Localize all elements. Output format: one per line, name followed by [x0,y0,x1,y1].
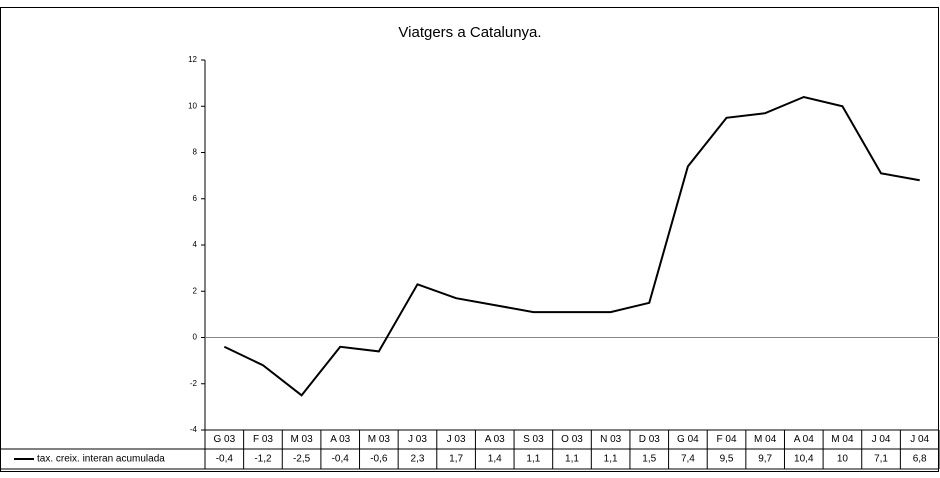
x-tick-label: J 03 [408,434,427,445]
legend-label: tax. creix. interan acumulada [37,454,165,465]
data-label: -1,2 [254,454,272,465]
x-tick-label: M 04 [754,434,777,445]
x-tick-label: G 04 [677,434,699,445]
x-tick-label: N 03 [600,434,622,445]
chart-title: Viatgers a Catalunya. [398,24,541,41]
y-tick-label: 4 [193,240,198,249]
data-label: 10 [837,454,849,465]
data-label: 9,5 [720,454,734,465]
x-tick-label: A 03 [485,434,505,445]
x-tick-label: A 04 [794,434,814,445]
x-tick-label: M 03 [368,434,391,445]
x-tick-label: J 04 [910,434,929,445]
data-label: 1,1 [526,454,540,465]
data-label: -0,4 [216,454,234,465]
x-tick-label: M 04 [831,434,854,445]
line-series [223,95,920,397]
data-label: 1,7 [449,454,463,465]
chart-frame [0,7,939,472]
data-label: 7,4 [681,454,695,465]
data-label: 6,8 [913,454,927,465]
data-label: 2,3 [411,454,425,465]
y-tick-label: 0 [193,333,198,342]
data-label: 1,4 [488,454,502,465]
x-tick-label: F 04 [717,434,737,445]
data-label: 1,1 [604,454,618,465]
data-label: 1,1 [565,454,579,465]
x-tick-label: G 03 [213,434,235,445]
data-label: -0,4 [332,454,350,465]
data-label: 10,4 [794,454,814,465]
x-tick-label: M 03 [290,434,313,445]
y-tick-label: -4 [190,425,198,434]
y-tick-label: 12 [188,55,197,64]
x-tick-label: D 03 [639,434,661,445]
x-tick-label: F 03 [253,434,273,445]
y-tick-label: 2 [193,286,198,295]
data-label: 9,7 [758,454,772,465]
data-label: -0,6 [370,454,388,465]
x-tick-label: J 04 [872,434,891,445]
x-tick-label: S 03 [523,434,544,445]
y-tick-label: 6 [193,194,198,203]
y-tick-label: 8 [193,148,198,157]
data-label: 1,5 [642,454,656,465]
y-tick-label: 10 [188,101,197,110]
data-label: -2,5 [293,454,311,465]
x-tick-label: O 03 [561,434,583,445]
y-tick-label: -2 [190,379,198,388]
x-tick-label: A 03 [330,434,350,445]
x-tick-label: J 03 [447,434,466,445]
data-label: 7,1 [874,454,888,465]
